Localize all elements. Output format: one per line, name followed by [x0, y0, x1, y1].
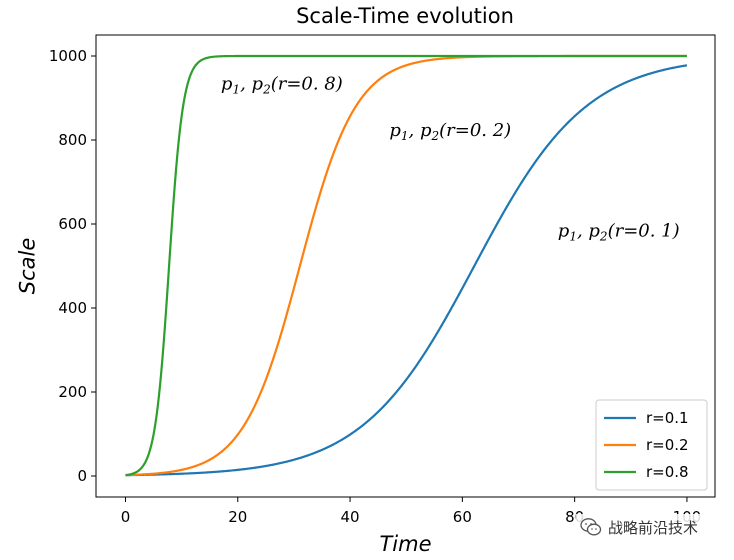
y-tick-label: 200	[58, 383, 87, 401]
legend-label-2: r=0.2	[646, 436, 689, 454]
plot-area	[95, 34, 716, 498]
x-axis-label: Time	[379, 532, 431, 556]
watermark: 战略前沿技术	[576, 514, 703, 540]
plot-frame	[95, 34, 716, 498]
y-axis-label: Scale	[15, 238, 39, 295]
watermark-text: 战略前沿技术	[608, 518, 699, 537]
y-tick-label: 0	[77, 467, 87, 485]
y-tick-label: 600	[58, 215, 87, 233]
y-tick-label: 1000	[49, 47, 87, 65]
series-line-3	[125, 54, 687, 477]
wechat-icon	[580, 518, 602, 536]
series-line-1	[125, 64, 688, 477]
x-tick-label: 0	[121, 508, 131, 526]
y-axis: 0 200 400 600 800 1000	[49, 47, 96, 485]
x-tick-label: 40	[341, 508, 360, 526]
y-tick-label: 800	[58, 131, 87, 149]
chart-title: Scale-Time evolution	[296, 4, 514, 28]
legend-box	[595, 399, 708, 491]
x-tick-label: 60	[453, 508, 472, 526]
x-tick-label: 20	[228, 508, 247, 526]
y-tick-label: 400	[58, 299, 87, 317]
annotation-2: p1, p2(r=0. 2)	[389, 120, 511, 143]
legend: r=0.1 r=0.2 r=0.8	[595, 399, 708, 491]
legend-label-1: r=0.1	[646, 409, 689, 427]
annotations: p1, p2(r=0. 8) p1, p2(r=0. 2) p1, p2(r=0. …	[221, 74, 680, 244]
legend-label-3: r=0.8	[646, 463, 689, 481]
annotation-3: p1, p2(r=0. 1)	[558, 221, 680, 244]
annotation-1: p1, p2(r=0. 8)	[221, 74, 343, 97]
